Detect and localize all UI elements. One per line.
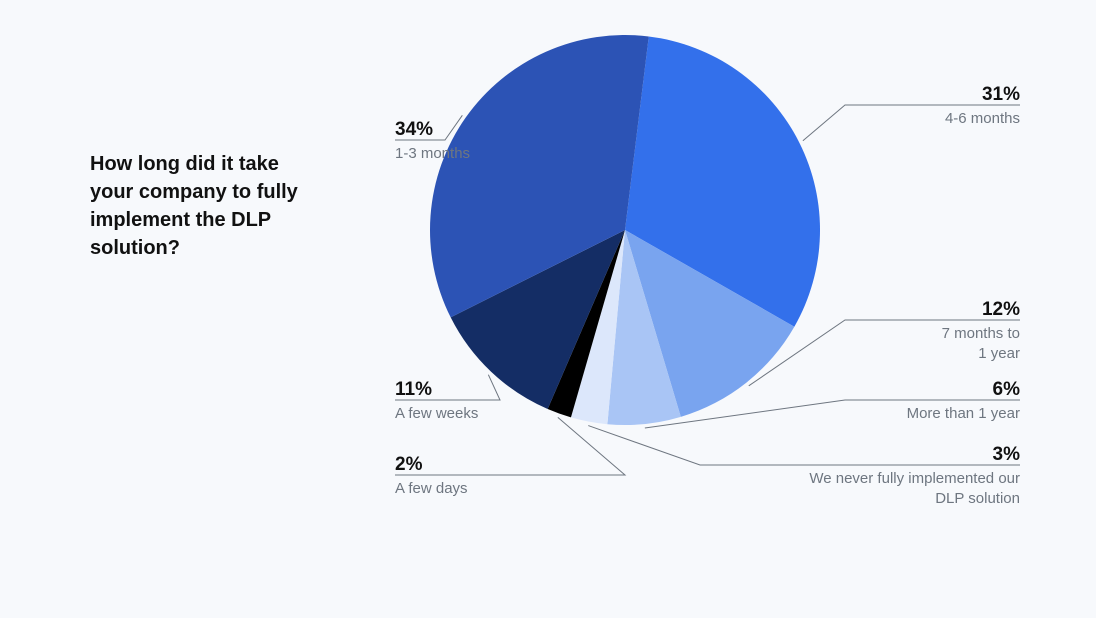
slice-more-than-1-year-percent: 6% [760, 378, 1020, 402]
slice-a-few-days-label: 2%A few days [395, 453, 655, 499]
slice-7-12-months-percent: 12% [760, 298, 1020, 322]
slice-a-few-days-desc: A few days [395, 479, 655, 499]
slice-7-12-months-label: 12%7 months to1 year [760, 298, 1020, 364]
slice-never-implemented-label: 3%We never fully implemented ourDLP solu… [760, 443, 1020, 509]
slice-7-12-months-desc: 7 months to1 year [760, 324, 1020, 365]
slice-a-few-days-percent: 2% [395, 453, 655, 477]
slice-more-than-1-year-label: 6%More than 1 year [760, 378, 1020, 424]
slice-a-few-weeks-label: 11%A few weeks [395, 378, 655, 424]
slice-a-few-weeks-percent: 11% [395, 378, 655, 402]
slice-4-6-months-desc: 4-6 months [760, 109, 1020, 129]
slice-1-3-months-desc: 1-3 months [395, 144, 655, 164]
slice-more-than-1-year-desc: More than 1 year [760, 404, 1020, 424]
slice-4-6-months-label: 31%4-6 months [760, 83, 1020, 129]
slice-a-few-weeks-desc: A few weeks [395, 404, 655, 424]
slice-never-implemented-percent: 3% [760, 443, 1020, 467]
slice-never-implemented-desc: We never fully implemented ourDLP soluti… [760, 469, 1020, 510]
slice-1-3-months-percent: 34% [395, 118, 655, 142]
slice-4-6-months-percent: 31% [760, 83, 1020, 107]
slice-1-3-months-label: 34%1-3 months [395, 118, 655, 164]
